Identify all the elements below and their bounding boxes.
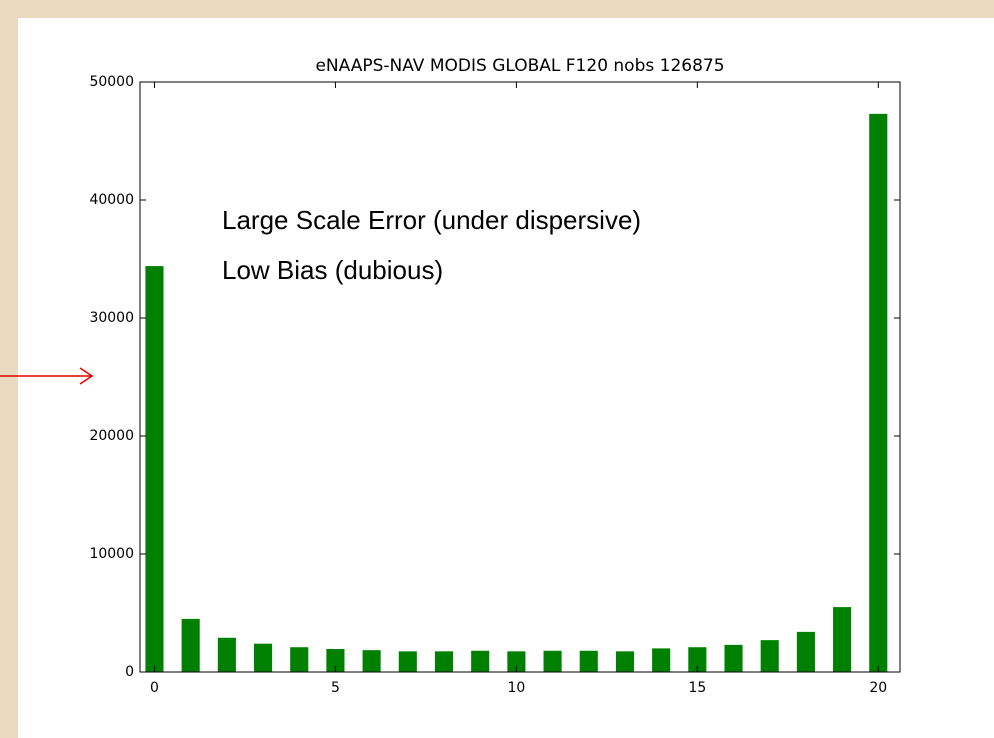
bar	[760, 640, 779, 672]
bar	[543, 650, 562, 672]
x-tick-label: 10	[507, 680, 525, 696]
y-tick-label: 30000	[89, 310, 134, 326]
bar	[181, 618, 200, 672]
bar	[254, 643, 273, 672]
bar	[326, 648, 345, 672]
x-tick-label: 20	[869, 680, 887, 696]
bar	[833, 607, 852, 672]
bar	[796, 631, 815, 672]
annotation: Large Scale Error (under dispersive)	[222, 205, 641, 235]
chart-title: eNAAPS-NAV MODIS GLOBAL F120 nobs 126875	[315, 56, 724, 76]
bar	[724, 644, 743, 672]
slide-background	[18, 18, 994, 738]
bar	[579, 650, 598, 672]
y-tick-label: 40000	[89, 192, 134, 208]
bar	[398, 651, 417, 672]
x-tick-label: 5	[331, 680, 340, 696]
y-tick-label: 20000	[89, 428, 134, 444]
annotation: Low Bias (dubious)	[222, 255, 443, 285]
bar	[471, 650, 490, 672]
plot-frame	[139, 81, 901, 673]
y-tick-label: 50000	[89, 74, 134, 90]
x-tick-label: 15	[688, 680, 706, 696]
bar	[507, 651, 526, 672]
bar	[869, 113, 888, 673]
x-tick-label: 0	[150, 680, 159, 696]
bar	[145, 266, 164, 672]
bar	[434, 651, 454, 672]
red-arrow	[0, 367, 94, 385]
bar	[688, 647, 707, 672]
y-tick-label: 10000	[89, 546, 134, 562]
y-tick-label: 0	[125, 664, 134, 680]
bar	[362, 650, 381, 672]
bar	[615, 651, 634, 672]
bar	[652, 648, 671, 672]
bar	[217, 637, 236, 672]
bar	[290, 647, 309, 672]
